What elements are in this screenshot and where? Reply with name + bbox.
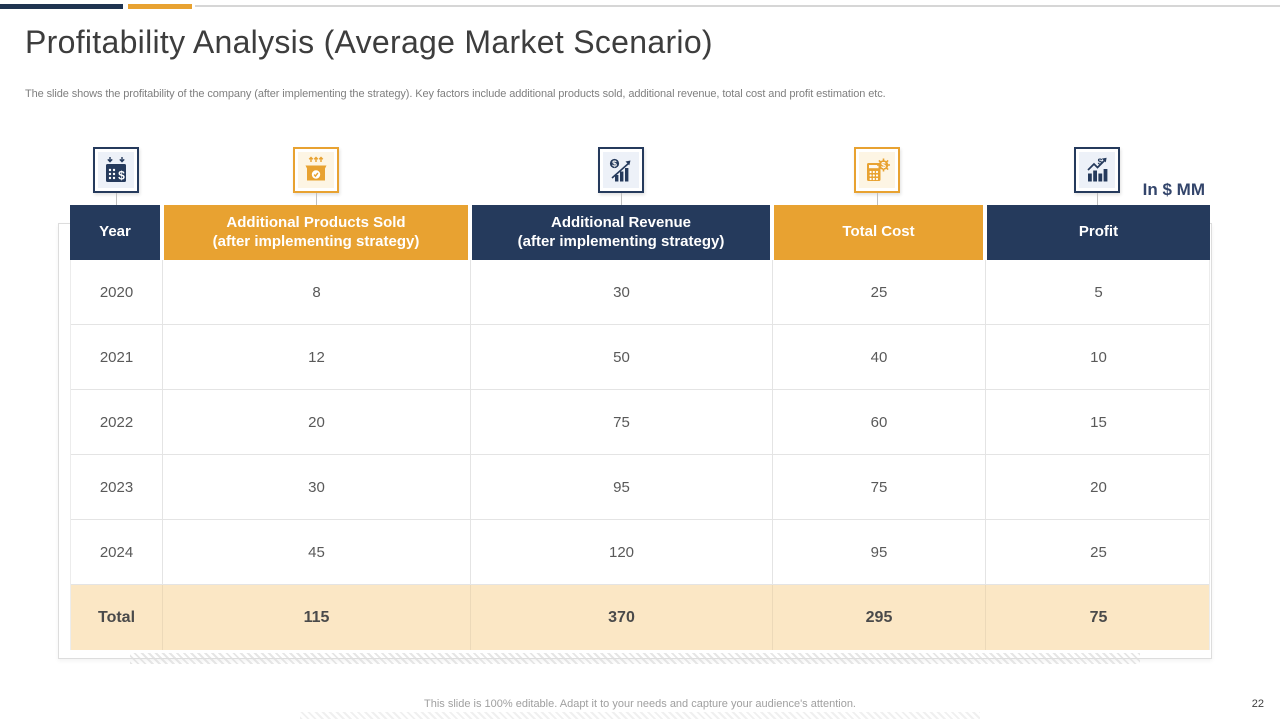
table-row: 2021 12 50 40 10 [71,325,1209,390]
total-label: Total [71,585,163,650]
cell-year: 2020 [71,260,163,324]
total-cost: 295 [773,585,986,650]
calendar-dollar-icon: $ [93,147,139,193]
cell-revenue: 30 [471,260,773,324]
cell-cost: 40 [773,325,986,389]
icon-connector-line [116,193,117,205]
cell-year: 2021 [71,325,163,389]
footer-shadow-hatch [300,712,980,719]
total-revenue: 370 [471,585,773,650]
cell-profit: 25 [1090,543,1107,561]
cost-calculator-icon: $ [854,147,900,193]
svg-text:$: $ [612,159,617,169]
cell-revenue: 75 [471,390,773,454]
cell-cost: 75 [773,455,986,519]
product-box-icon [293,147,339,193]
header-year: Year [70,205,162,260]
top-accent-bar [0,2,1280,10]
revenue-growth-icon: $ [598,147,644,193]
svg-text:$: $ [881,160,886,170]
total-products: 115 [163,585,471,650]
cell-products: 30 [163,455,471,519]
cell-products: 8 [163,260,471,324]
slide-title: Profitability Analysis (Average Market S… [25,24,713,60]
cell-revenue: 120 [471,520,773,584]
cell-products: 20 [163,390,471,454]
accent-divider-line [195,5,1280,7]
cell-revenue: 95 [471,455,773,519]
cell-products: 12 [163,325,471,389]
page-number: 22 [1251,698,1264,710]
cell-cost: 60 [773,390,986,454]
table-shadow-hatch [130,653,1140,664]
header-additional-revenue: Additional Revenue (after implementing s… [470,205,772,260]
table-row: 2024 45 120 95 25 [71,520,1209,585]
header-total-cost: Total Cost [772,205,985,260]
table-row: 2020 8 30 25 5 [71,260,1209,325]
table-body: 2020 8 30 25 5 2021 12 50 40 10 2022 20 … [70,260,1210,650]
cell-year: 2023 [71,455,163,519]
icon-connector-line [1097,193,1098,205]
header-profit: Profit [985,205,1210,260]
cell-products: 45 [163,520,471,584]
cell-profit: 10 [1090,348,1107,366]
cell-cost: 25 [773,260,986,324]
accent-navy-segment [0,3,123,9]
header-additional-products-sold: Additional Products Sold (after implemen… [162,205,470,260]
table-total-row: Total 115 370 295 75 [71,585,1209,650]
accent-orange-segment [128,3,192,9]
table-header-row: Year Additional Products Sold (after imp… [70,205,1210,260]
svg-text:$: $ [1098,157,1103,167]
cell-revenue: 50 [471,325,773,389]
footer-note: This slide is 100% editable. Adapt it to… [424,698,856,710]
slide-subtitle: The slide shows the profitability of the… [25,88,886,100]
svg-text:$: $ [118,169,125,183]
unit-label: In $ MM [1142,180,1205,199]
cell-profit: 15 [1090,413,1107,431]
icon-connector-line [621,193,622,205]
cell-cost: 95 [773,520,986,584]
table-row: 2022 20 75 60 15 [71,390,1209,455]
icon-connector-line [877,193,878,205]
cell-year: 2022 [71,390,163,454]
icon-connector-line [316,193,317,205]
profitability-table: Year Additional Products Sold (after imp… [70,205,1210,650]
cell-year: 2024 [71,520,163,584]
total-profit: 75 [1089,608,1108,626]
table-row: 2023 30 95 75 20 [71,455,1209,520]
profit-growth-icon: $ [1074,147,1120,193]
cell-profit: 20 [1090,478,1107,496]
cell-profit: 5 [1094,283,1103,301]
